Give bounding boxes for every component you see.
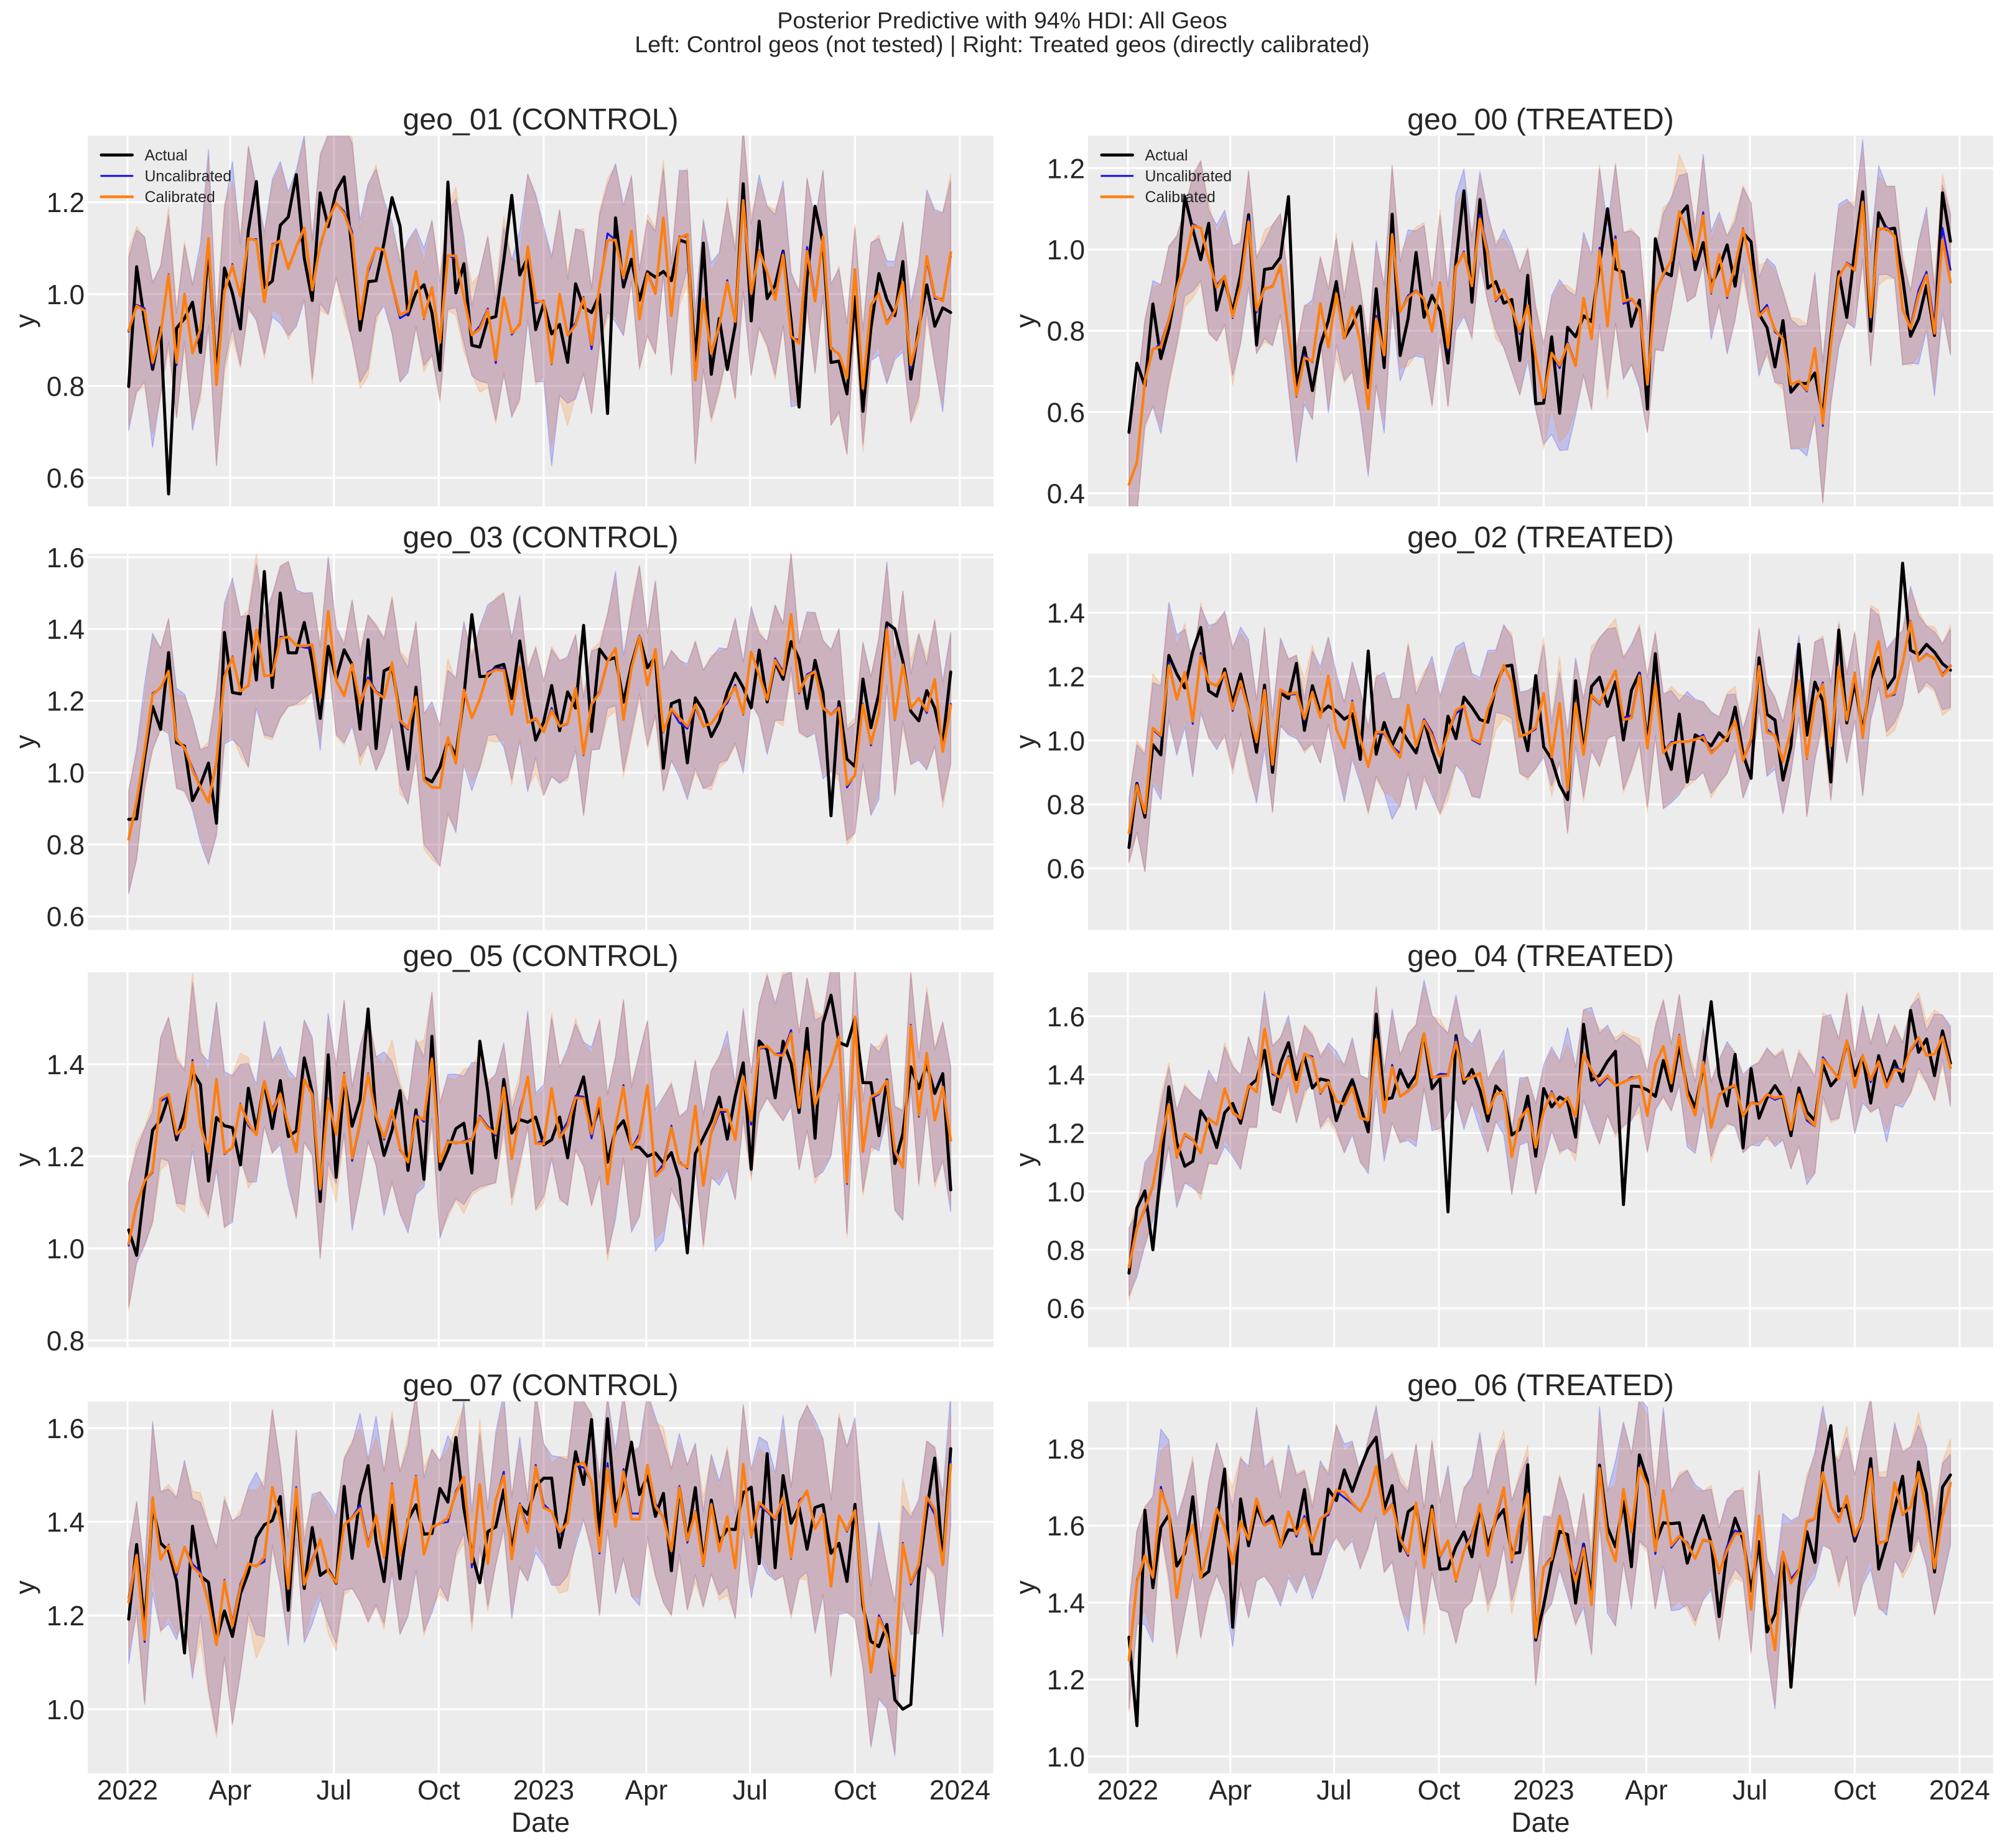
svg-text:geo_02 (TREATED): geo_02 (TREATED) [1407,521,1674,554]
svg-text:1.2: 1.2 [1047,662,1085,693]
svg-text:y: y [1010,1580,1041,1594]
svg-text:geo_00 (TREATED): geo_00 (TREATED) [1407,103,1674,136]
svg-text:y: y [1010,735,1041,749]
svg-text:Oct: Oct [417,1775,460,1806]
svg-text:geo_04 (TREATED): geo_04 (TREATED) [1407,939,1674,973]
svg-text:1.4: 1.4 [1047,598,1085,629]
svg-text:Apr: Apr [209,1775,252,1806]
svg-text:1.2: 1.2 [1047,154,1085,184]
svg-text:Actual: Actual [1145,147,1188,164]
svg-text:0.8: 0.8 [1047,317,1085,347]
svg-text:y: y [10,1153,40,1167]
svg-text:Date: Date [1512,1808,1570,1838]
svg-text:Posterior Predictive with 94%: Posterior Predictive with 94% HDI: All G… [777,7,1227,33]
svg-text:Uncalibrated: Uncalibrated [1145,168,1232,185]
svg-text:Jul: Jul [1316,1775,1351,1806]
svg-text:Jul: Jul [317,1775,351,1806]
svg-text:1.8: 1.8 [1047,1434,1085,1465]
svg-text:1.6: 1.6 [47,543,85,573]
svg-text:Calibrated: Calibrated [1145,188,1215,206]
svg-text:2022: 2022 [97,1775,158,1806]
svg-text:2022: 2022 [1097,1775,1158,1806]
svg-text:Apr: Apr [625,1775,668,1806]
svg-text:1.2: 1.2 [1047,1665,1085,1696]
svg-text:0.8: 0.8 [1047,790,1085,820]
svg-text:Jul: Jul [732,1775,767,1806]
svg-text:Apr: Apr [1209,1775,1252,1806]
svg-text:1.2: 1.2 [47,687,85,717]
svg-text:0.6: 0.6 [47,902,85,932]
svg-text:0.4: 0.4 [1047,479,1085,509]
svg-text:Apr: Apr [1625,1775,1668,1806]
svg-text:Uncalibrated: Uncalibrated [144,168,231,185]
svg-text:geo_03 (CONTROL): geo_03 (CONTROL) [402,521,678,554]
svg-text:Jul: Jul [1733,1775,1767,1806]
svg-text:1.2: 1.2 [47,1601,85,1632]
svg-text:Oct: Oct [1833,1775,1876,1806]
svg-text:y: y [10,735,40,749]
svg-text:geo_05 (CONTROL): geo_05 (CONTROL) [402,939,678,973]
svg-text:1.6: 1.6 [1047,1002,1085,1033]
svg-text:2024: 2024 [1929,1775,1990,1806]
svg-text:geo_01 (CONTROL): geo_01 (CONTROL) [402,103,678,136]
svg-text:0.6: 0.6 [1047,397,1085,428]
svg-text:1.0: 1.0 [1047,235,1085,266]
svg-text:1.0: 1.0 [1047,1742,1085,1773]
svg-text:1.0: 1.0 [47,1695,85,1725]
svg-text:0.6: 0.6 [1047,854,1085,885]
svg-text:1.0: 1.0 [47,1234,85,1265]
svg-text:1.0: 1.0 [47,280,85,310]
svg-text:Date: Date [511,1808,570,1838]
svg-text:2024: 2024 [929,1775,990,1806]
svg-text:Calibrated: Calibrated [144,188,215,206]
svg-text:y: y [10,313,40,328]
svg-text:0.6: 0.6 [1047,1294,1085,1324]
svg-text:Left: Control geos (not tested: Left: Control geos (not tested) | Right:… [635,31,1369,57]
svg-text:1.0: 1.0 [1047,1177,1085,1207]
svg-text:1.4: 1.4 [47,1050,85,1080]
svg-text:0.8: 0.8 [1047,1235,1085,1266]
svg-text:geo_06 (TREATED): geo_06 (TREATED) [1407,1368,1674,1402]
svg-text:1.6: 1.6 [1047,1511,1085,1542]
svg-text:2023: 2023 [1513,1775,1574,1806]
svg-text:y: y [1010,1153,1041,1167]
svg-text:0.8: 0.8 [47,1326,85,1357]
svg-text:y: y [1010,313,1041,328]
svg-text:geo_07 (CONTROL): geo_07 (CONTROL) [402,1368,678,1402]
svg-text:y: y [10,1580,40,1594]
svg-text:Oct: Oct [1418,1775,1461,1806]
svg-text:0.8: 0.8 [47,830,85,861]
svg-text:1.2: 1.2 [47,1142,85,1172]
svg-text:1.4: 1.4 [1047,1061,1085,1091]
svg-text:Actual: Actual [144,147,187,164]
svg-text:1.4: 1.4 [47,1508,85,1538]
svg-text:0.6: 0.6 [47,463,85,494]
svg-text:1.4: 1.4 [1047,1588,1085,1618]
svg-text:1.6: 1.6 [47,1414,85,1444]
svg-text:1.2: 1.2 [1047,1119,1085,1149]
svg-text:1.0: 1.0 [1047,726,1085,756]
svg-text:1.0: 1.0 [47,758,85,789]
svg-text:1.4: 1.4 [47,615,85,645]
svg-text:Oct: Oct [834,1775,877,1806]
svg-text:1.2: 1.2 [47,188,85,218]
svg-text:0.8: 0.8 [47,372,85,402]
svg-text:2023: 2023 [513,1775,574,1806]
